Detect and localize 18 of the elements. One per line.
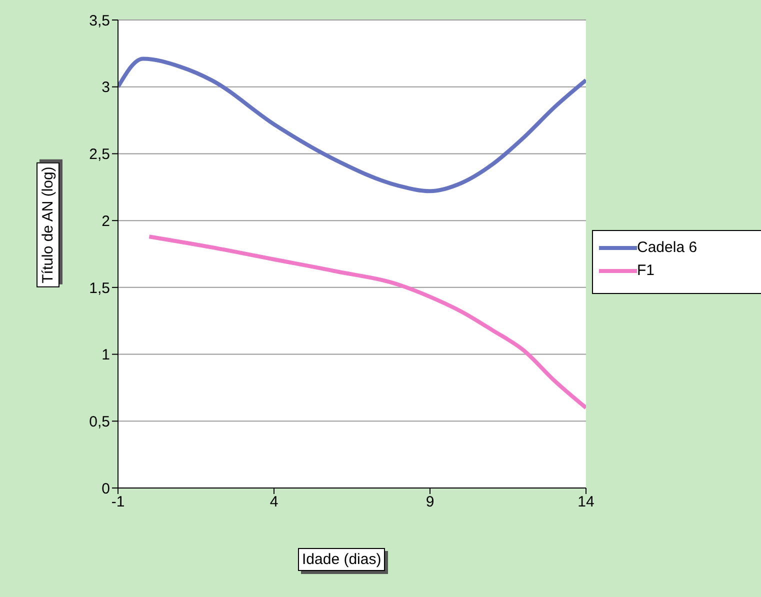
x-tick-label: 14	[578, 494, 594, 511]
legend-label: Cadela 6	[637, 239, 698, 256]
y-tick-label: 3,5	[89, 12, 110, 30]
y-tick-label: 1	[102, 346, 110, 364]
y-tick-label: 2	[102, 212, 110, 230]
y-axis-title: Título de AN (log)	[36, 162, 60, 288]
y-tick-label: 2,5	[89, 146, 110, 164]
y-tick-label: 3	[102, 79, 110, 96]
x-axis-title: Idade (dias)	[298, 548, 386, 571]
line-series	[147, 234, 586, 410]
y-tick-label: 1,5	[89, 280, 110, 297]
legend-label: F1	[637, 262, 655, 279]
y-tick-label: 0,5	[89, 413, 110, 430]
x-tick-label: 9	[426, 494, 434, 511]
x-tick-label: -1	[111, 494, 125, 511]
x-tick-label: 4	[270, 494, 278, 511]
line-series	[118, 56, 586, 194]
y-tick-label: 0	[102, 480, 110, 498]
